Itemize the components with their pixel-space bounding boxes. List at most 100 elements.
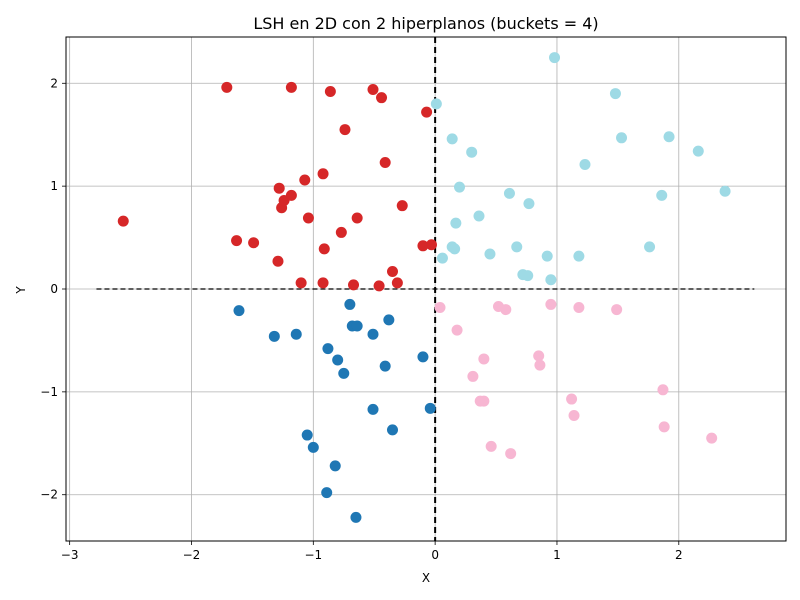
data-point-bucket-4: [451, 324, 463, 336]
data-point-bucket-4: [568, 410, 580, 422]
data-point-bucket-3: [322, 343, 334, 355]
data-point-bucket-1: [285, 189, 297, 201]
data-point-bucket-4: [545, 298, 557, 310]
data-point-bucket-2: [573, 250, 585, 262]
data-point-bucket-1: [273, 182, 285, 194]
data-point-bucket-1: [373, 280, 385, 292]
y-tick-label: −2: [40, 488, 58, 502]
x-axis-label: X: [422, 571, 430, 585]
data-point-bucket-3: [290, 328, 302, 340]
x-tick-label: −3: [61, 548, 79, 562]
data-point-bucket-2: [549, 52, 561, 64]
data-point-bucket-3: [424, 402, 436, 414]
data-point-bucket-1: [391, 277, 403, 289]
data-point-bucket-1: [302, 212, 314, 224]
x-tick-label: 0: [431, 548, 439, 562]
data-point-bucket-1: [386, 266, 398, 278]
data-point-bucket-4: [478, 353, 490, 365]
data-point-bucket-4: [478, 395, 490, 407]
data-point-bucket-4: [500, 304, 512, 316]
y-axis-ticks: −2 −1 0 1 2: [40, 76, 66, 502]
data-point-bucket-2: [466, 146, 478, 158]
data-point-bucket-1: [351, 212, 363, 224]
data-point-bucket-2: [449, 243, 461, 255]
data-point-bucket-1: [379, 156, 391, 168]
data-point-bucket-2: [484, 248, 496, 260]
data-point-bucket-1: [367, 83, 379, 95]
data-point-bucket-3: [268, 330, 280, 342]
data-point-bucket-2: [663, 131, 675, 143]
data-point-bucket-1: [324, 86, 336, 98]
data-point-bucket-1: [248, 237, 260, 249]
data-point-bucket-3: [383, 314, 395, 326]
data-point-bucket-3: [233, 305, 245, 317]
data-point-bucket-1: [376, 92, 388, 104]
data-point-bucket-1: [318, 243, 330, 255]
data-point-bucket-3: [344, 298, 356, 310]
data-point-bucket-1: [421, 106, 433, 118]
data-point-bucket-2: [430, 98, 442, 110]
data-point-bucket-1: [339, 124, 351, 136]
data-point-bucket-2: [692, 145, 704, 157]
y-tick-label: 1: [50, 179, 58, 193]
data-point-bucket-2: [450, 217, 462, 229]
data-point-bucket-2: [522, 270, 534, 282]
x-tick-label: −2: [183, 548, 201, 562]
data-points: [117, 52, 731, 523]
data-point-bucket-4: [467, 370, 479, 382]
data-point-bucket-4: [706, 432, 718, 444]
data-point-bucket-2: [616, 132, 628, 144]
y-axis-label: Y: [14, 286, 28, 295]
data-point-bucket-2: [523, 198, 535, 210]
y-tick-label: −1: [40, 385, 58, 399]
data-point-bucket-2: [436, 252, 448, 264]
x-axis-ticks: −3 −2 −1 0 1 2: [61, 541, 683, 562]
data-point-bucket-3: [367, 328, 379, 340]
chart-title: LSH en 2D con 2 hiperplanos (buckets = 4…: [253, 14, 598, 33]
data-point-bucket-2: [545, 274, 557, 286]
data-point-bucket-2: [503, 187, 515, 199]
data-point-bucket-1: [348, 279, 360, 291]
y-tick-label: 2: [50, 76, 58, 90]
data-point-bucket-1: [272, 255, 284, 267]
data-point-bucket-3: [321, 487, 333, 499]
data-point-bucket-2: [656, 189, 668, 201]
data-point-bucket-1: [299, 174, 311, 186]
data-point-bucket-1: [425, 239, 437, 251]
data-point-bucket-1: [317, 168, 329, 180]
y-tick-label: 0: [50, 282, 58, 296]
data-point-bucket-2: [719, 185, 731, 197]
hyperplanes: [96, 37, 755, 541]
data-point-bucket-1: [417, 240, 429, 252]
data-point-bucket-4: [485, 440, 497, 452]
x-tick-label: 1: [553, 548, 561, 562]
data-point-bucket-2: [609, 88, 621, 100]
data-point-bucket-3: [350, 511, 362, 523]
data-point-bucket-2: [579, 159, 591, 171]
data-point-bucket-1: [231, 235, 243, 247]
data-point-bucket-2: [473, 210, 485, 222]
data-point-bucket-2: [644, 241, 656, 253]
data-point-bucket-4: [434, 302, 446, 314]
data-point-bucket-2: [446, 133, 458, 145]
data-point-bucket-1: [221, 81, 233, 93]
data-point-bucket-1: [335, 226, 347, 238]
data-point-bucket-3: [386, 424, 398, 436]
x-tick-label: −1: [304, 548, 322, 562]
data-point-bucket-1: [295, 277, 307, 289]
data-point-bucket-4: [658, 421, 670, 433]
data-point-bucket-1: [285, 81, 297, 93]
data-point-bucket-3: [351, 320, 363, 332]
data-point-bucket-4: [657, 384, 669, 396]
data-point-bucket-3: [329, 460, 341, 472]
data-point-bucket-3: [379, 360, 391, 372]
data-point-bucket-4: [533, 350, 545, 362]
data-point-bucket-3: [367, 403, 379, 415]
data-point-bucket-3: [417, 351, 429, 363]
data-point-bucket-1: [396, 200, 408, 212]
data-point-bucket-4: [573, 302, 585, 314]
data-point-bucket-1: [117, 215, 129, 227]
data-point-bucket-3: [332, 354, 344, 366]
data-point-bucket-4: [534, 359, 546, 371]
